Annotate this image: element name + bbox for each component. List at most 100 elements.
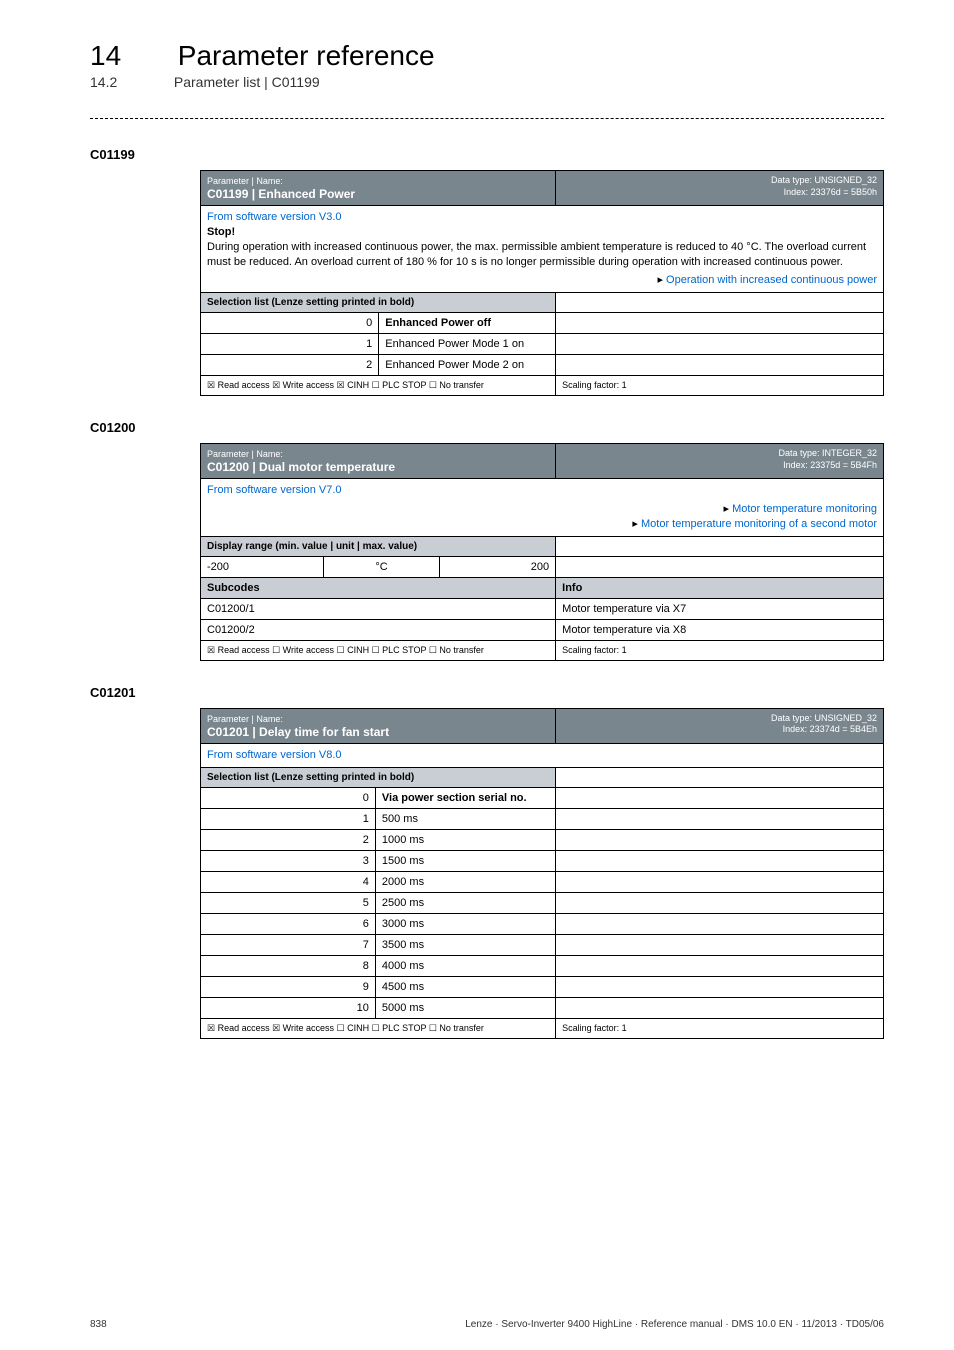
- empty-cell: [556, 293, 884, 313]
- empty-cell: [556, 808, 884, 829]
- empty-cell: [556, 556, 884, 577]
- param-block-c01200: Parameter | Name: C01200 | Dual motor te…: [200, 443, 884, 661]
- sel-idx: 1: [201, 334, 379, 355]
- page-footer: 838 Lenze · Servo-Inverter 9400 HighLine…: [90, 1319, 884, 1330]
- version-link[interactable]: From software version V8.0: [207, 749, 342, 761]
- param-name-label: Parameter | Name:: [207, 176, 283, 186]
- empty-cell: [556, 997, 884, 1018]
- subcode: C01200/1: [201, 598, 556, 619]
- sel-label: Enhanced Power Mode 1 on: [379, 334, 556, 355]
- section-header: 14.2 Parameter list | C01199: [90, 74, 884, 90]
- motor-temp-second-link[interactable]: Motor temperature monitoring of a second…: [641, 518, 877, 530]
- sel-label: 5000 ms: [375, 997, 555, 1018]
- sel-idx: 8: [201, 955, 376, 976]
- disp-min: -200: [201, 556, 324, 577]
- sel-idx: 2: [201, 829, 376, 850]
- param-name-cell: Parameter | Name: C01200 | Dual motor te…: [201, 444, 556, 479]
- sel-label: 2000 ms: [375, 871, 555, 892]
- access-flags: ☒ Read access ☐ Write access ☐ CINH ☐ PL…: [201, 640, 556, 660]
- scaling-factor: Scaling factor: 1: [556, 376, 884, 396]
- sel-idx: 6: [201, 913, 376, 934]
- operation-link[interactable]: Operation with increased continuous powe…: [666, 274, 877, 286]
- footer-text: Lenze · Servo-Inverter 9400 HighLine · R…: [465, 1319, 884, 1330]
- scaling-factor: Scaling factor: 1: [556, 640, 884, 660]
- sel-idx: 4: [201, 871, 376, 892]
- version-link[interactable]: From software version V3.0: [207, 211, 342, 223]
- stop-label: Stop!: [207, 226, 235, 238]
- subcode: C01200/2: [201, 619, 556, 640]
- empty-cell: [556, 955, 884, 976]
- disp-max: 200: [440, 556, 556, 577]
- motor-temp-link[interactable]: Motor temperature monitoring: [732, 503, 877, 515]
- version-link[interactable]: From software version V7.0: [207, 484, 342, 496]
- empty-cell: [556, 767, 884, 787]
- stop-text: During operation with increased continuo…: [207, 241, 866, 268]
- link-wrap-1: ▸ Motor temperature monitoring: [207, 502, 877, 517]
- param-type-cell: Data type: UNSIGNED_32 Index: 23374d = 5…: [556, 708, 884, 743]
- sel-label: 4000 ms: [375, 955, 555, 976]
- param-table-c01200: Parameter | Name: C01200 | Dual motor te…: [200, 443, 884, 661]
- sel-idx: 0: [201, 313, 379, 334]
- empty-cell: [556, 850, 884, 871]
- empty-cell: [556, 536, 884, 556]
- chapter-header: 14 Parameter reference: [90, 40, 884, 72]
- param-name-label: Parameter | Name:: [207, 449, 283, 459]
- param-name: C01200 | Dual motor temperature: [207, 460, 395, 474]
- sel-label: Enhanced Power off: [379, 313, 556, 334]
- display-range-header: Display range (min. value | unit | max. …: [201, 536, 556, 556]
- disp-unit: °C: [323, 556, 439, 577]
- empty-cell: [556, 871, 884, 892]
- sel-label: 500 ms: [375, 808, 555, 829]
- sel-label: 1500 ms: [375, 850, 555, 871]
- sel-idx: 9: [201, 976, 376, 997]
- empty-cell: [556, 829, 884, 850]
- page-number: 838: [90, 1319, 107, 1330]
- selection-list-header: Selection list (Lenze setting printed in…: [201, 767, 556, 787]
- sel-label: 2500 ms: [375, 892, 555, 913]
- chapter-number: 14: [90, 40, 170, 72]
- param-name: C01201 | Delay time for fan start: [207, 725, 389, 739]
- param-block-c01199: Parameter | Name: C01199 | Enhanced Powe…: [200, 170, 884, 396]
- empty-cell: [556, 787, 884, 808]
- link-wrap-2: ▸ Motor temperature monitoring of a seco…: [207, 517, 877, 532]
- empty-cell: [556, 892, 884, 913]
- sel-label: 3000 ms: [375, 913, 555, 934]
- empty-cell: [556, 913, 884, 934]
- empty-cell: [556, 976, 884, 997]
- param-dtype: Data type: UNSIGNED_32: [771, 175, 877, 185]
- param-dtype: Data type: UNSIGNED_32: [771, 713, 877, 723]
- divider: [90, 118, 884, 119]
- param-index: Index: 23375d = 5B4Fh: [783, 460, 877, 470]
- selection-list-header: Selection list (Lenze setting printed in…: [201, 293, 556, 313]
- param-index: Index: 23374d = 5B4Eh: [783, 724, 877, 734]
- sel-idx: 0: [201, 787, 376, 808]
- page: 14 Parameter reference 14.2 Parameter li…: [0, 0, 954, 1350]
- scaling-factor: Scaling factor: 1: [556, 1018, 884, 1038]
- subcodes-header: Subcodes: [201, 577, 556, 598]
- param-desc-cell: From software version V3.0 Stop! During …: [201, 206, 884, 293]
- sel-idx: 5: [201, 892, 376, 913]
- operation-link-wrap: ▸ Operation with increased continuous po…: [207, 273, 877, 288]
- sel-label: 4500 ms: [375, 976, 555, 997]
- param-dtype: Data type: INTEGER_32: [778, 448, 877, 458]
- access-flags: ☒ Read access ☒ Write access ☐ CINH ☐ PL…: [201, 1018, 556, 1038]
- access-flags: ☒ Read access ☒ Write access ☒ CINH ☐ PL…: [201, 376, 556, 396]
- empty-cell: [556, 934, 884, 955]
- param-index: Index: 23376d = 5B50h: [784, 187, 877, 197]
- param-table-c01199: Parameter | Name: C01199 | Enhanced Powe…: [200, 170, 884, 396]
- param-type-cell: Data type: INTEGER_32 Index: 23375d = 5B…: [556, 444, 884, 479]
- sel-label: 1000 ms: [375, 829, 555, 850]
- section-number: 14.2: [90, 74, 170, 90]
- param-table-c01201: Parameter | Name: C01201 | Delay time fo…: [200, 708, 884, 1039]
- param-type-cell: Data type: UNSIGNED_32 Index: 23376d = 5…: [556, 171, 884, 206]
- param-block-c01201: Parameter | Name: C01201 | Delay time fo…: [200, 708, 884, 1039]
- sel-idx: 2: [201, 355, 379, 376]
- empty-cell: [556, 355, 884, 376]
- sel-label: Enhanced Power Mode 2 on: [379, 355, 556, 376]
- param-name-label: Parameter | Name:: [207, 714, 283, 724]
- chapter-title: Parameter reference: [178, 40, 435, 71]
- param-name-cell: Parameter | Name: C01201 | Delay time fo…: [201, 708, 556, 743]
- info-header: Info: [556, 577, 884, 598]
- sel-idx: 7: [201, 934, 376, 955]
- sel-idx: 10: [201, 997, 376, 1018]
